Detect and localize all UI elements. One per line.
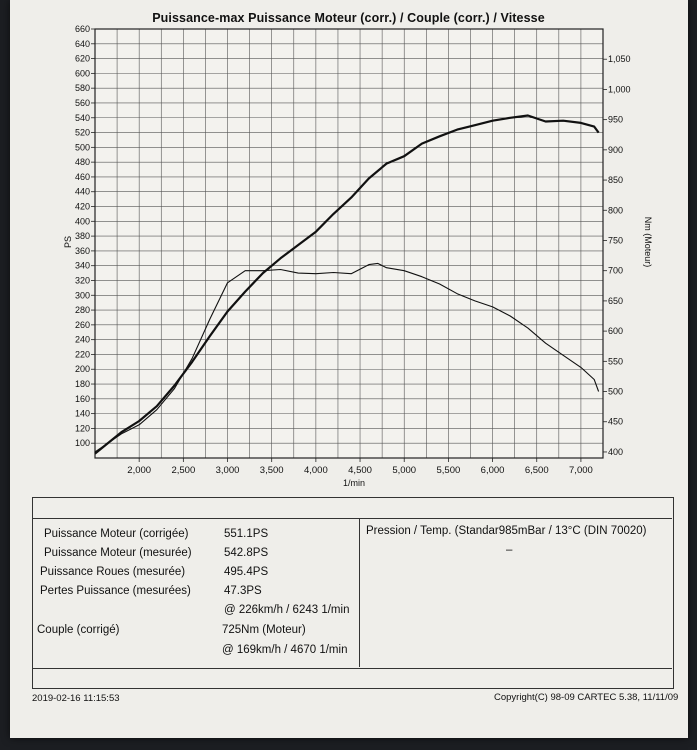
- row-value-torque-speed: @ 169km/h / 4670 1/min: [222, 644, 348, 656]
- y-left-tick-label: 140: [75, 409, 90, 419]
- row-label-power-loss: Pertes Puissance (mesurées): [40, 585, 191, 597]
- x-tick-label: 6,500: [525, 465, 549, 476]
- row-value-power-meas: 542.8PS: [224, 547, 269, 559]
- y-right-tick-label: 900: [608, 145, 623, 155]
- y-right-axis-label: Nm (Moteur): [643, 217, 653, 268]
- x-tick-label: 2,500: [171, 465, 195, 476]
- x-tick-label: 4,500: [348, 465, 372, 476]
- y-right-tick-label: 500: [608, 387, 623, 397]
- x-tick-label: 3,500: [260, 465, 284, 476]
- y-left-tick-label: 400: [75, 216, 90, 226]
- power-curve: [94, 114, 600, 455]
- x-tick-label: 3,000: [216, 465, 240, 476]
- x-tick-label: 6,000: [481, 465, 505, 476]
- y-left-tick-label: 520: [75, 128, 90, 138]
- row-value-wheel-power: 495.4PS: [224, 566, 269, 578]
- y-right-tick-label: 750: [608, 235, 623, 245]
- results-frame: [32, 497, 674, 689]
- y-left-tick-label: 360: [75, 246, 90, 256]
- y-left-tick-label: 380: [75, 231, 90, 241]
- x-tick-label: 7,000: [569, 465, 593, 476]
- y-left-tick-label: 560: [75, 98, 90, 108]
- y-left-axis-label: PS: [63, 236, 73, 248]
- y-right-tick-label: 700: [608, 266, 623, 276]
- x-tick-label: 5,000: [392, 465, 416, 476]
- row-value-power-corr: 551.1PS: [224, 528, 269, 540]
- y-left-tick-label: 220: [75, 349, 90, 359]
- y-left-tick-label: 100: [75, 438, 90, 448]
- timestamp: 2019-02-16 11:15:53: [32, 693, 120, 704]
- row-value-power-speed: @ 226km/h / 6243 1/min: [224, 604, 350, 616]
- x-tick-label: 5,500: [437, 465, 461, 476]
- y-left-tick-label: 320: [75, 275, 90, 285]
- y-right-tick-label: 800: [608, 205, 623, 215]
- conditions-text: Pression / Temp. (Standar985mBar / 13°C …: [366, 525, 647, 537]
- y-left-tick-label: 160: [75, 394, 90, 404]
- copyright: Copyright(C) 98-09 CARTEC 5.38, 11/11/09: [494, 692, 679, 703]
- y-right-tick-label: 1,000: [608, 84, 631, 94]
- y-right-tick-label: 850: [608, 175, 623, 185]
- y-left-tick-label: 340: [75, 261, 90, 271]
- y-left-tick-label: 640: [75, 39, 90, 49]
- y-left-tick-label: 240: [75, 335, 90, 345]
- dyno-chart: 100 120 140 160 180 200 220 240 260 280 300 320 340 3…: [63, 24, 653, 488]
- x-axis-label: 1/min: [343, 478, 365, 488]
- y-left-tick-label: 120: [75, 423, 90, 433]
- row-label-torque: Couple (corrigé): [37, 624, 120, 636]
- y-left-tick-label: 420: [75, 202, 90, 212]
- plot-area: [95, 29, 603, 458]
- plot-border: [94, 28, 604, 459]
- y-left-tick-label: 620: [75, 54, 90, 64]
- y-left-tick-label: 540: [75, 113, 90, 123]
- results-divider: [359, 518, 360, 667]
- row-label-wheel-power: Puissance Roues (mesurée): [40, 566, 186, 578]
- row-value-torque: 725Nm (Moteur): [222, 624, 306, 636]
- y-left-tick-label: 580: [75, 83, 90, 93]
- y-left-tick-label: 440: [75, 187, 90, 197]
- results-table: [32, 518, 672, 669]
- y-left-tick-label: 200: [75, 364, 90, 374]
- y-left-tick-label: 260: [75, 320, 90, 330]
- torque-curve: [94, 262, 600, 453]
- x-tick-label: 2,000: [127, 465, 151, 476]
- y-left-tick-label: 500: [75, 142, 90, 152]
- y-left-tick-label: 480: [75, 157, 90, 167]
- y-right-tick-label: 1,050: [608, 54, 631, 64]
- y-right-tick-label: 650: [608, 296, 623, 306]
- row-value-power-loss: 47.3PS: [224, 585, 262, 597]
- chart-title: Puissance-max Puissance Moteur (corr.) /…: [152, 11, 545, 25]
- y-right-tick-label: 550: [608, 356, 623, 366]
- row-label-power-corr: Puissance Moteur (corrigée): [44, 528, 189, 540]
- y-left-tick-label: 460: [75, 172, 90, 182]
- y-left-tick-label: 180: [75, 379, 90, 389]
- y-right-tick-label: 600: [608, 326, 623, 336]
- conditions-dash: –: [506, 544, 513, 556]
- y-right-tick-label: 400: [608, 447, 623, 457]
- y-left-tick-label: 280: [75, 305, 90, 315]
- y-right-tick-label: 950: [608, 115, 623, 125]
- y-right-tick-label: 450: [608, 417, 623, 427]
- y-left-tick-label: 660: [75, 24, 90, 34]
- y-left-tick-label: 600: [75, 68, 90, 78]
- x-tick-label: 4,000: [304, 465, 328, 476]
- row-label-power-meas: Puissance Moteur (mesurée): [44, 547, 192, 559]
- y-left-tick-label: 300: [75, 290, 90, 300]
